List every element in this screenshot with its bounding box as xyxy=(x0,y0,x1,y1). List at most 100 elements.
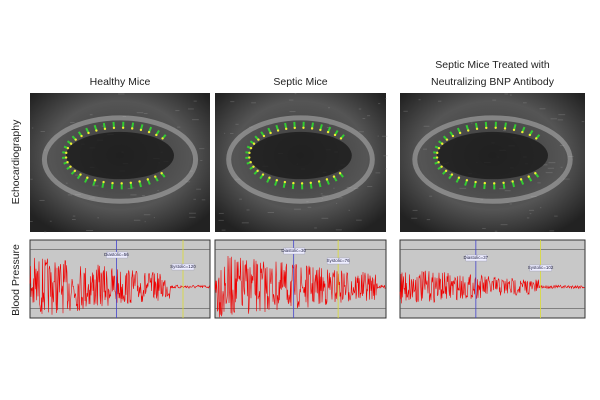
speckle xyxy=(426,219,431,221)
speckle xyxy=(367,186,373,188)
speckle xyxy=(335,229,342,231)
speckle xyxy=(31,127,34,129)
vector-tip xyxy=(146,178,150,181)
vector-tip xyxy=(325,178,329,181)
speckle xyxy=(327,107,331,109)
speckle xyxy=(294,93,297,95)
row-label: Echocardiography xyxy=(10,119,22,204)
speckle xyxy=(196,188,202,190)
vector-tip xyxy=(111,181,114,185)
label-box xyxy=(529,264,552,272)
speckle xyxy=(221,229,226,231)
vector-tip xyxy=(309,181,312,184)
vector-tip xyxy=(87,131,90,135)
speckle xyxy=(557,119,564,121)
vector-tip xyxy=(310,127,314,130)
vector-tip xyxy=(102,180,105,184)
speckle xyxy=(40,131,45,133)
speckle xyxy=(44,231,47,233)
vector-tip xyxy=(339,137,343,140)
speckle xyxy=(499,188,506,190)
speckle xyxy=(307,206,312,208)
speckle xyxy=(188,212,196,214)
vector-tip xyxy=(494,126,497,129)
speckle xyxy=(381,135,388,137)
speckle xyxy=(554,215,558,217)
speckle xyxy=(504,190,511,192)
vector-tip xyxy=(129,181,132,184)
label-box xyxy=(465,254,488,262)
vector-tip xyxy=(160,172,163,175)
speckle xyxy=(72,215,76,217)
vector-tip xyxy=(441,142,444,145)
vector-tip xyxy=(86,176,89,179)
speckle xyxy=(230,101,235,103)
speckle xyxy=(336,202,338,204)
speckle xyxy=(192,119,199,121)
vector-tip xyxy=(527,175,530,178)
speckle xyxy=(241,222,249,224)
vector-tip xyxy=(493,182,496,185)
vector-tip xyxy=(503,127,507,130)
vector-tip xyxy=(64,156,68,159)
speckle xyxy=(539,108,546,110)
vector-tip xyxy=(69,142,73,145)
vector-tip xyxy=(465,179,469,182)
speckle xyxy=(118,93,125,95)
speckle xyxy=(67,194,73,196)
speckle xyxy=(547,167,555,169)
speckle xyxy=(175,110,180,112)
speckle xyxy=(509,94,512,96)
speckle xyxy=(563,178,570,180)
vector-tip xyxy=(283,180,287,184)
speckle xyxy=(218,212,224,214)
speckle xyxy=(130,194,137,196)
speckle xyxy=(418,99,421,101)
speckle xyxy=(326,126,330,128)
speckle xyxy=(509,203,512,205)
speckle xyxy=(459,187,467,189)
speckle xyxy=(289,111,296,113)
vector-tip xyxy=(444,169,448,173)
speckle xyxy=(529,209,535,211)
speckle xyxy=(86,229,94,231)
speckle xyxy=(157,190,159,192)
speckle xyxy=(383,155,388,157)
speckle xyxy=(131,187,135,189)
diastolic-label: Diastolic=30 xyxy=(281,248,306,253)
speckle xyxy=(218,219,224,221)
vector-tip xyxy=(248,151,251,155)
speckle xyxy=(550,118,558,120)
speckle xyxy=(71,219,76,221)
systolic-label: Systolic=120 xyxy=(170,264,196,269)
speckle xyxy=(358,108,362,110)
speckle xyxy=(482,227,486,229)
vector-tip xyxy=(161,137,164,140)
label-box xyxy=(283,247,305,255)
vector-tip xyxy=(293,126,296,130)
speckle xyxy=(133,219,141,221)
vector-tip xyxy=(326,130,330,134)
vector-tip xyxy=(317,180,321,183)
speckle xyxy=(239,198,242,200)
vector-tip xyxy=(93,179,97,182)
vector-tip xyxy=(65,151,68,155)
vector-tip xyxy=(252,165,255,168)
vector-tip xyxy=(332,175,336,178)
vector-tip xyxy=(502,181,505,184)
speckle xyxy=(385,98,387,100)
speckle xyxy=(127,188,133,190)
speckle xyxy=(385,168,388,170)
speckle xyxy=(144,221,146,223)
speckle xyxy=(201,199,206,201)
speckle xyxy=(537,182,541,184)
vector-tip xyxy=(450,173,454,176)
speckle xyxy=(246,209,250,211)
label-box xyxy=(326,257,350,265)
vector-tip xyxy=(512,128,516,132)
diastolic-label: Diastolic=56 xyxy=(104,252,129,257)
speckle xyxy=(333,187,335,189)
speckle xyxy=(224,132,226,134)
speckle xyxy=(199,148,205,150)
speckle xyxy=(153,217,156,219)
